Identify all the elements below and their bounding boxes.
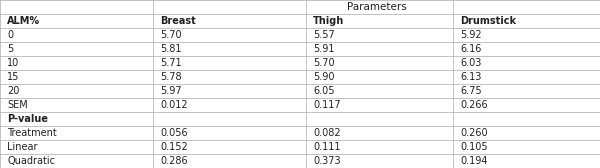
Text: 0.373: 0.373 <box>313 156 341 166</box>
Text: 5.91: 5.91 <box>313 44 335 54</box>
Text: ALM%: ALM% <box>7 16 40 26</box>
Text: 10: 10 <box>7 58 19 68</box>
Text: Linear: Linear <box>7 142 38 152</box>
Text: 5.92: 5.92 <box>460 30 482 40</box>
Text: 0.012: 0.012 <box>160 100 188 110</box>
Text: 6.16: 6.16 <box>460 44 482 54</box>
Text: 5.70: 5.70 <box>313 58 335 68</box>
Text: 6.13: 6.13 <box>460 72 482 82</box>
Text: 6.75: 6.75 <box>460 86 482 96</box>
Text: 5.90: 5.90 <box>313 72 335 82</box>
Text: P-value: P-value <box>7 114 48 124</box>
Text: 0: 0 <box>7 30 13 40</box>
Text: 0.111: 0.111 <box>313 142 341 152</box>
Text: 5: 5 <box>7 44 13 54</box>
Text: 5.57: 5.57 <box>313 30 335 40</box>
Text: Drumstick: Drumstick <box>460 16 517 26</box>
Text: 0.194: 0.194 <box>460 156 488 166</box>
Text: 0.105: 0.105 <box>460 142 488 152</box>
Text: 6.05: 6.05 <box>313 86 335 96</box>
Text: 5.81: 5.81 <box>160 44 182 54</box>
Text: SEM: SEM <box>7 100 28 110</box>
Text: Quadratic: Quadratic <box>7 156 55 166</box>
Text: 20: 20 <box>7 86 20 96</box>
Text: 5.70: 5.70 <box>160 30 182 40</box>
Text: Parameters: Parameters <box>347 2 406 12</box>
Text: 5.78: 5.78 <box>160 72 182 82</box>
Text: 0.056: 0.056 <box>160 128 188 138</box>
Text: 0.082: 0.082 <box>313 128 341 138</box>
Text: Thigh: Thigh <box>313 16 344 26</box>
Text: Breast: Breast <box>160 16 196 26</box>
Text: 0.117: 0.117 <box>313 100 341 110</box>
Text: 15: 15 <box>7 72 20 82</box>
Text: 6.03: 6.03 <box>460 58 482 68</box>
Text: 5.97: 5.97 <box>160 86 182 96</box>
Text: 0.260: 0.260 <box>460 128 488 138</box>
Text: 0.286: 0.286 <box>160 156 188 166</box>
Text: 0.266: 0.266 <box>460 100 488 110</box>
Text: 5.71: 5.71 <box>160 58 182 68</box>
Text: Treatment: Treatment <box>7 128 57 138</box>
Text: 0.152: 0.152 <box>160 142 188 152</box>
